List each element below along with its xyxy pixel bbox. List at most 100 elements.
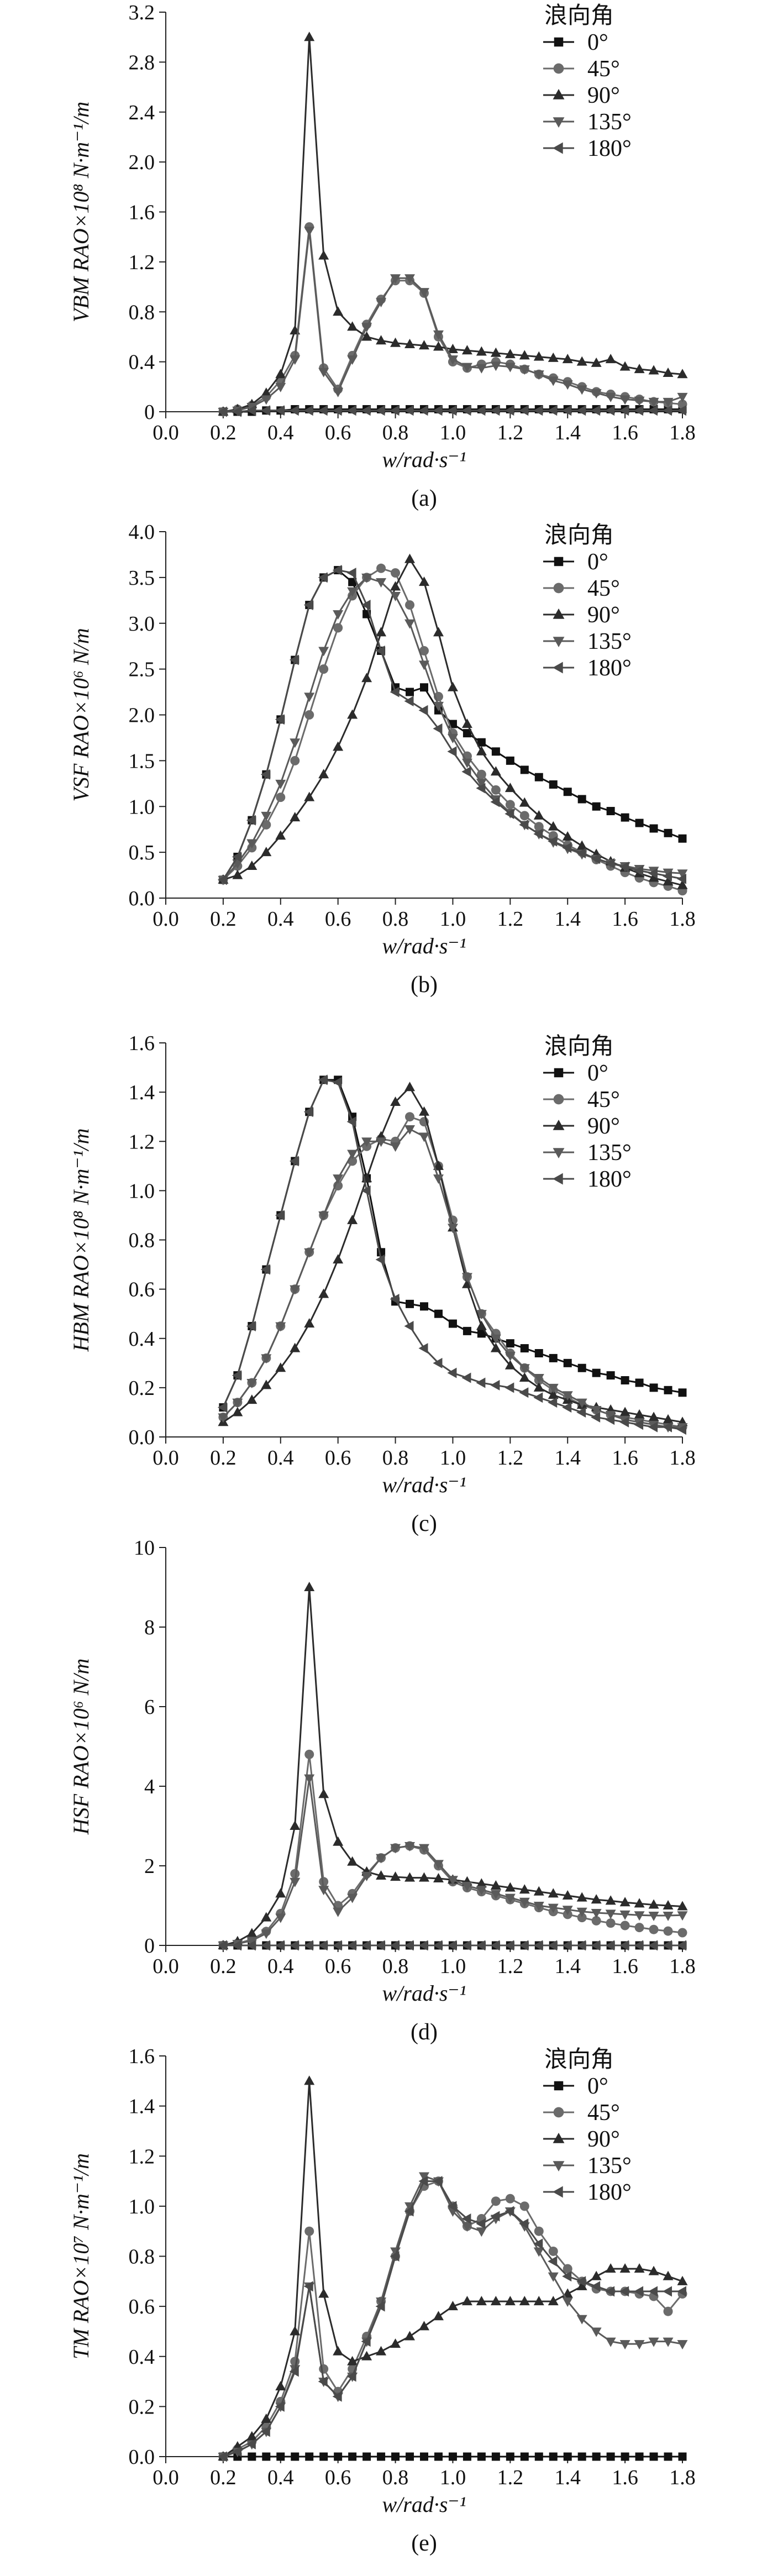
- data-point: [347, 709, 358, 719]
- data-point: [505, 1893, 516, 1903]
- legend-swatch-marker: [553, 2161, 565, 2171]
- data-point: [548, 1383, 559, 1393]
- data-point: [304, 710, 314, 720]
- data-point: [619, 1910, 630, 1920]
- data-point: [619, 395, 630, 405]
- data-point: [591, 2327, 602, 2337]
- data-point: [347, 1893, 358, 1903]
- data-point: [390, 1096, 401, 1106]
- x-tick-label: 1.4: [554, 1446, 581, 1470]
- x-tick-label: 0.8: [382, 1446, 409, 1470]
- y-tick-label: 1.0: [129, 795, 155, 819]
- legend-label: 90°: [587, 83, 620, 108]
- series-45deg: [218, 222, 687, 417]
- data-point: [677, 1911, 688, 1921]
- x-tick-label: 1.4: [554, 2466, 581, 2489]
- data-point: [447, 681, 458, 691]
- data-point: [319, 664, 329, 674]
- data-point: [420, 2452, 428, 2461]
- x-tick-label: 0.6: [325, 1446, 351, 1470]
- data-point: [290, 1342, 301, 1352]
- data-point: [433, 1940, 443, 1951]
- x-tick-label: 1.0: [440, 1955, 466, 1978]
- data-point: [376, 627, 387, 637]
- data-point: [663, 870, 672, 882]
- data-point: [375, 2301, 385, 2312]
- data-point: [678, 834, 687, 843]
- data-point: [303, 600, 313, 611]
- data-point: [663, 367, 674, 377]
- legend-swatch-marker: [553, 1094, 564, 1105]
- x-axis-label: w/rad·s⁻¹: [382, 933, 466, 958]
- data-point: [404, 2206, 414, 2217]
- data-point: [390, 581, 401, 591]
- legend-title: 浪向角: [544, 2, 614, 29]
- x-tick-label: 1.6: [612, 2466, 638, 2489]
- data-point: [562, 354, 573, 364]
- y-tick-label: 1.4: [129, 1081, 155, 1104]
- x-axis-label: w/rad·s⁻¹: [382, 1981, 466, 2006]
- data-point: [260, 1264, 270, 1275]
- data-point: [346, 568, 356, 579]
- data-point: [548, 2256, 558, 2267]
- data-point: [461, 758, 472, 768]
- x-tick-label: 1.8: [669, 2466, 696, 2489]
- y-tick-label: 0.8: [129, 301, 155, 324]
- data-point: [533, 810, 544, 820]
- data-point: [634, 2340, 645, 2350]
- data-point: [648, 1421, 658, 1433]
- data-point: [562, 1391, 573, 1401]
- data-point: [461, 1940, 471, 1951]
- data-point: [562, 842, 572, 853]
- data-point: [275, 1888, 286, 1898]
- data-point: [304, 791, 315, 801]
- data-point: [563, 788, 572, 796]
- data-point: [548, 1940, 558, 1951]
- data-point: [634, 405, 644, 416]
- data-point: [677, 369, 688, 379]
- data-point: [246, 405, 256, 416]
- data-point: [303, 1940, 313, 1951]
- data-point: [376, 2346, 387, 2355]
- data-point: [217, 1402, 227, 1413]
- data-point: [519, 1940, 529, 1951]
- legend-label: 0°: [587, 1061, 608, 1086]
- data-point: [519, 1372, 530, 1382]
- data-point: [376, 578, 387, 588]
- x-tick-label: 1.8: [669, 1955, 696, 1978]
- data-point: [576, 848, 586, 859]
- legend-title: 浪向角: [544, 521, 614, 548]
- data-point: [648, 2286, 658, 2297]
- data-point: [490, 1940, 500, 1951]
- data-point: [533, 1382, 544, 1392]
- data-point: [562, 1890, 573, 1900]
- data-point: [505, 2296, 516, 2306]
- y-tick-label: 8: [144, 1616, 155, 1639]
- data-point: [232, 406, 241, 417]
- data-point: [232, 1407, 243, 1416]
- data-point: [663, 397, 674, 407]
- data-point: [332, 2391, 342, 2402]
- data-point: [275, 1362, 286, 1372]
- data-point: [405, 600, 415, 610]
- data-point: [333, 1907, 344, 1917]
- data-point: [476, 364, 487, 374]
- data-point: [419, 660, 429, 670]
- data-point: [677, 869, 688, 879]
- data-point: [548, 836, 558, 847]
- data-point: [548, 376, 559, 386]
- data-point: [576, 405, 586, 416]
- data-point: [433, 627, 444, 637]
- data-point: [505, 1360, 516, 1370]
- data-point: [591, 853, 601, 864]
- data-point: [334, 2452, 343, 2461]
- data-point: [217, 406, 227, 417]
- data-point: [304, 1318, 315, 1328]
- legend-label: 0°: [587, 2074, 608, 2099]
- data-point: [404, 1872, 416, 1882]
- data-point: [634, 1898, 645, 1908]
- data-point: [520, 765, 529, 774]
- legend-swatch-marker: [553, 608, 565, 619]
